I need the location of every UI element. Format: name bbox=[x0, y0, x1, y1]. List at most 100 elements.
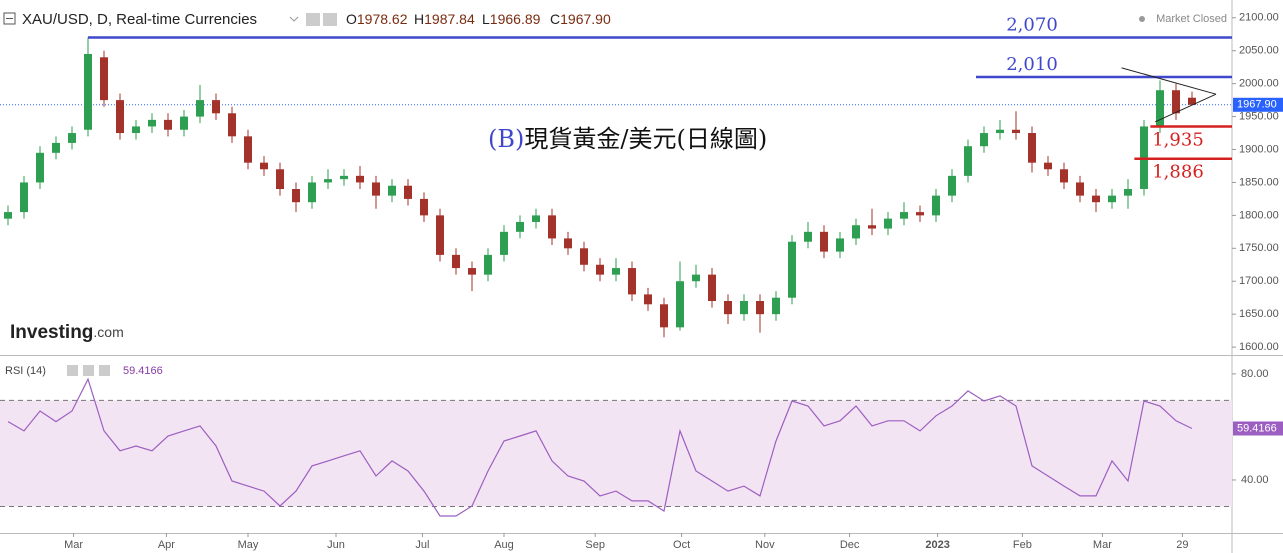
x-tick-label: Mar bbox=[1093, 539, 1112, 551]
candle-body bbox=[84, 54, 92, 130]
y-tick-label: 1800.00 bbox=[1239, 209, 1279, 221]
ohlc-item: H1987.84 bbox=[414, 11, 475, 27]
x-tick-label: Mar bbox=[64, 539, 83, 551]
candle-body bbox=[196, 100, 204, 117]
candle-body bbox=[228, 113, 236, 137]
rsi-line bbox=[7, 377, 1193, 517]
candle-body bbox=[164, 119, 172, 130]
candle-body bbox=[1188, 97, 1196, 105]
candle-body bbox=[836, 238, 844, 252]
x-tick-label: Sep bbox=[585, 539, 605, 551]
ohlc-key: O bbox=[346, 11, 357, 27]
candle-body bbox=[404, 185, 412, 199]
candle-body bbox=[180, 116, 188, 130]
candle-body bbox=[676, 281, 684, 328]
candle-body bbox=[1060, 169, 1068, 183]
candle-body bbox=[1028, 133, 1036, 163]
candle-body bbox=[1044, 162, 1052, 170]
x-tick-label: Apr bbox=[158, 539, 175, 551]
level-label: 1,886 bbox=[1152, 162, 1204, 183]
x-tick-label: Jul bbox=[415, 539, 429, 551]
candle-body bbox=[1012, 129, 1020, 134]
dropdown-icon[interactable] bbox=[289, 16, 299, 22]
chart-title: (B)現貨黃金/美元(日線圖) bbox=[488, 125, 767, 153]
symbol: XAU/USD, D, Real-time Currencies bbox=[22, 11, 257, 28]
ohlc-item: L1966.89 bbox=[482, 11, 541, 27]
ohlc-readout: O1978.62 H1987.84 L1966.89 C1967.90 bbox=[346, 11, 611, 27]
candle-body bbox=[932, 195, 940, 216]
ohlc-key: H bbox=[414, 11, 424, 27]
candle-body bbox=[116, 100, 124, 134]
candle-body bbox=[212, 100, 220, 114]
rsi-close-icon[interactable] bbox=[99, 365, 110, 376]
candle-body bbox=[980, 133, 988, 147]
ohlc-key: C bbox=[550, 11, 560, 27]
level-label: 2,070 bbox=[1006, 15, 1058, 36]
rsi-settings-icon[interactable] bbox=[83, 365, 94, 376]
candle-body bbox=[100, 57, 108, 101]
candle-body bbox=[1076, 182, 1084, 196]
settings-icon[interactable] bbox=[323, 13, 337, 26]
candle-body bbox=[724, 300, 732, 315]
candle-body bbox=[1156, 90, 1164, 127]
candle-body bbox=[244, 136, 252, 163]
candle-body bbox=[308, 182, 316, 203]
ohlc-item: O1978.62 bbox=[346, 11, 408, 27]
collapse-icon[interactable] bbox=[3, 12, 16, 25]
ohlc-value: 1978.62 bbox=[357, 11, 408, 27]
rsi-tag bbox=[1233, 421, 1283, 436]
logo: Investing.com bbox=[10, 322, 124, 343]
y-tick-label: 1900.00 bbox=[1239, 143, 1279, 155]
candle-body bbox=[660, 304, 668, 328]
trendline bbox=[1154, 93, 1217, 123]
candle-body bbox=[68, 133, 76, 143]
candle-body bbox=[948, 175, 956, 196]
y-tick-label: 1850.00 bbox=[1239, 176, 1279, 188]
candle-body bbox=[900, 212, 908, 219]
candle-body bbox=[292, 189, 300, 203]
y-tick-label: 2000.00 bbox=[1239, 78, 1279, 90]
candle-body bbox=[996, 129, 1004, 134]
x-tick-label: Aug bbox=[494, 539, 514, 551]
candle-body bbox=[532, 215, 540, 222]
rsi-eye-icon[interactable] bbox=[67, 365, 78, 376]
candle-body bbox=[372, 182, 380, 196]
x-tick-label: Oct bbox=[673, 539, 690, 551]
y-tick-label: 2100.00 bbox=[1239, 12, 1279, 24]
y-tick-label: 1750.00 bbox=[1239, 242, 1279, 254]
candle-body bbox=[580, 248, 588, 265]
candle-body bbox=[1172, 90, 1180, 114]
level-label: 2,010 bbox=[1006, 54, 1058, 75]
x-tick-label: May bbox=[238, 539, 259, 551]
candle-body bbox=[740, 300, 748, 315]
candle-body bbox=[52, 142, 60, 153]
x-tick-label: 2023 bbox=[925, 539, 949, 551]
title-text: 現貨黃金/美元(日線圖) bbox=[524, 125, 767, 153]
candle-body bbox=[852, 225, 860, 239]
candle-body bbox=[804, 231, 812, 242]
title-prefix: (B) bbox=[488, 125, 524, 153]
eye-icon[interactable] bbox=[306, 13, 320, 26]
candle-body bbox=[148, 119, 156, 127]
logo-name: Investing bbox=[10, 322, 93, 343]
rsi-readout: 59.4166 bbox=[123, 365, 163, 377]
rsi-name: RSI (14) bbox=[5, 365, 46, 377]
candle-body bbox=[500, 231, 508, 255]
candle-body bbox=[820, 231, 828, 252]
ohlc-key: L bbox=[482, 11, 490, 27]
candle-body bbox=[868, 225, 876, 229]
y-tick-label: 1600.00 bbox=[1239, 341, 1279, 353]
candle-body bbox=[596, 264, 604, 275]
candle-body bbox=[964, 146, 972, 176]
x-tick-label: Jun bbox=[327, 539, 345, 551]
x-tick-label: Feb bbox=[1013, 539, 1032, 551]
ohlc-value: 1966.89 bbox=[490, 11, 541, 27]
candle-body bbox=[356, 175, 364, 183]
candle-body bbox=[628, 268, 636, 295]
y-tick-label: 1950.00 bbox=[1239, 110, 1279, 122]
logo-suffix: .com bbox=[93, 324, 123, 340]
candle-body bbox=[468, 268, 476, 275]
rsi-band-fill bbox=[0, 400, 1232, 507]
status-dot bbox=[1139, 16, 1145, 22]
y-tick-label: 2050.00 bbox=[1239, 45, 1279, 57]
